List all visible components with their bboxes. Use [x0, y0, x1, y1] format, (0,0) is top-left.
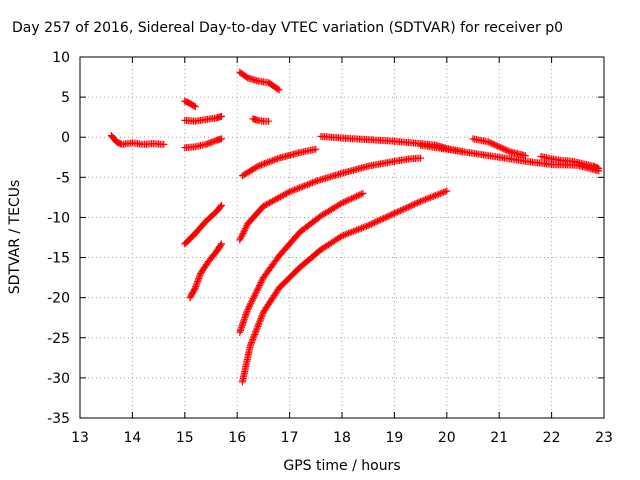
y-axis-title: SDTVAR / TECUs [7, 180, 23, 295]
y-tick-label: 0 [61, 130, 70, 146]
series-arc-4 [181, 135, 225, 152]
axis-ticks: 13 14 15 16 17 18 19 20 21 22 23 -35 -30 -25 -20 -15 -10… [47, 50, 613, 446]
data-point-marks [236, 68, 283, 94]
series-arc-10 [236, 154, 425, 244]
y-tick-label: -35 [47, 411, 70, 427]
data-point-marks [181, 135, 225, 152]
series-arc-15 [469, 135, 529, 160]
data-point-marks [417, 141, 603, 175]
series-arc-7 [236, 68, 283, 94]
y-tick-label: -5 [56, 170, 70, 186]
series-arc-2 [181, 97, 199, 111]
data-point-marks [238, 145, 320, 180]
data-point-marks [186, 240, 225, 302]
x-tick-label: 15 [176, 430, 194, 446]
x-tick-label: 21 [490, 430, 508, 446]
x-tick-label: 18 [333, 430, 351, 446]
series-arc-14 [417, 141, 603, 175]
y-tick-label: -10 [47, 210, 70, 226]
x-tick-label: 19 [385, 430, 403, 446]
data-point-marks [107, 132, 168, 148]
series-arc-5 [181, 201, 225, 248]
series-arc-6 [186, 240, 225, 302]
y-tick-label: -15 [47, 251, 70, 267]
data-points [107, 68, 603, 386]
data-point-marks [181, 201, 225, 248]
y-tick-label: -25 [47, 331, 70, 347]
series-arc-16 [537, 153, 603, 172]
data-point-marks [537, 153, 603, 172]
x-tick-label: 23 [595, 430, 613, 446]
series-arc-9 [238, 145, 320, 180]
x-tick-label: 14 [123, 430, 141, 446]
data-point-marks [249, 115, 273, 125]
series-arc-11 [236, 189, 367, 336]
x-tick-label: 17 [281, 430, 299, 446]
series-arc-3 [181, 112, 225, 125]
chart-title: Day 257 of 2016, Sidereal Day-to-day VTE… [12, 20, 563, 36]
y-tick-label: -30 [47, 371, 70, 387]
data-point-marks [236, 189, 367, 336]
x-tick-label: 20 [438, 430, 456, 446]
x-tick-label: 22 [543, 430, 561, 446]
data-point-marks [181, 97, 199, 111]
y-tick-label: 10 [52, 50, 70, 66]
y-tick-label: 5 [61, 90, 70, 106]
x-axis-title: GPS time / hours [283, 458, 400, 474]
x-tick-label: 13 [71, 430, 89, 446]
x-tick-label: 16 [228, 430, 246, 446]
series-arc-12 [238, 187, 451, 386]
y-tick-label: -20 [47, 291, 70, 307]
data-point-marks [181, 112, 225, 125]
data-point-marks [469, 135, 529, 160]
data-point-marks [238, 187, 451, 386]
plot-frame [79, 56, 605, 419]
series-arc-8 [249, 115, 273, 125]
data-point-marks [236, 154, 425, 244]
series-arc-1 [107, 132, 168, 148]
